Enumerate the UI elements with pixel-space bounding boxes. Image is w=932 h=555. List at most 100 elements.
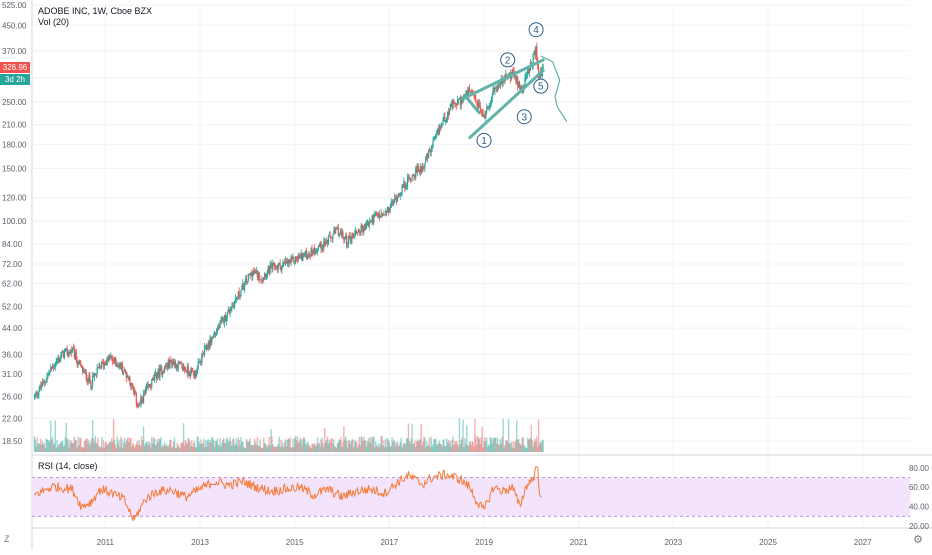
candle-body [162,371,164,375]
volume-bar [440,443,442,452]
candle-body [436,128,439,132]
candle-body [229,310,231,313]
candle-body [149,384,151,386]
volume-bar [209,440,211,452]
candle-body [237,291,239,298]
candle-body [168,360,170,369]
volume-bar [130,437,132,452]
drawn-patterns[interactable]: 1 2 3 4 5 [461,22,568,148]
volume-bar [252,444,254,452]
volume-bar [94,436,97,452]
volume-bar [461,437,463,452]
candle-body [85,371,87,380]
volume-bar [200,439,202,452]
volume-bar [437,442,440,452]
volume-bar [239,445,241,452]
candle-body [301,252,303,261]
candle-body [264,273,266,278]
volume-bar [228,440,230,452]
candle-body [200,361,202,364]
volume-bar [58,444,60,452]
candle-body [346,243,349,245]
volume-bar [405,438,408,452]
candle-body [93,375,96,377]
volume-bar [113,439,116,452]
volume-bar [172,441,175,452]
candle-body [134,393,137,394]
candle-body [254,271,256,273]
candle-body [207,343,209,349]
volume-bar [507,419,510,452]
candle-body [524,77,526,88]
candle-body [130,385,132,387]
candle-body [50,367,52,371]
candle-body [55,361,57,365]
candle-body [217,327,219,330]
candle-body [189,373,191,376]
candle-body [202,354,204,356]
candle-body [94,373,96,376]
volume-bar [147,444,149,452]
volume-bar [146,442,148,452]
candle-body [268,266,270,273]
candle-body [183,366,186,370]
candle-body [450,103,452,105]
candle-body [387,206,390,213]
volume-bar [479,443,482,452]
volume-bar [362,441,364,452]
volume-bar [476,436,479,452]
volume-bar [491,442,493,452]
volume-bar [315,445,318,452]
candle-body [142,392,145,403]
volume-bar [145,441,148,452]
volume-bar [176,442,178,452]
volume-bar [336,442,339,452]
candle-body [167,360,169,368]
volume-bar [65,423,67,452]
candle-body [240,290,242,296]
volume-bar [111,438,113,452]
volume-bar [468,441,471,452]
candle-body [220,320,222,322]
candle-body [534,51,536,56]
volume-bar [78,445,80,452]
volume-bar [354,440,356,452]
candle-body [306,257,309,259]
volume-bar [208,442,210,452]
volume-bar [350,441,352,452]
candle-body [528,69,531,74]
projection-curve [540,55,568,122]
candle-body [159,367,161,377]
gear-icon[interactable]: ⚙ [913,534,923,546]
rsi-tick-label: 60.00 [909,483,930,492]
candle-body [132,386,135,391]
candle-body [371,216,373,222]
volume-bar [260,447,262,452]
candle-body [61,352,63,357]
y-tick-label: 210.00 [2,121,27,130]
candle-body [33,395,35,397]
volume-bar [53,442,56,452]
volume-bar [454,440,456,452]
volume-bar [395,443,398,452]
candle-body [38,391,40,395]
volume-bar [186,444,188,452]
volume-bar [378,447,381,452]
candle-body [350,239,352,242]
volume-bar [73,436,76,452]
candle-body [205,345,207,350]
volume-bar [490,437,492,452]
volume-bar [476,444,478,452]
volume-bar [126,438,128,452]
candle-body [358,230,360,233]
volume-bar [238,439,240,452]
candle-body [331,237,333,239]
volume-bar [232,439,234,452]
candle-body [92,375,95,377]
candle-body [470,91,472,92]
volume-bar [131,443,134,452]
zoom-toggle[interactable]: Z [4,534,10,544]
candle-body [519,88,522,90]
candle-body [224,314,227,322]
